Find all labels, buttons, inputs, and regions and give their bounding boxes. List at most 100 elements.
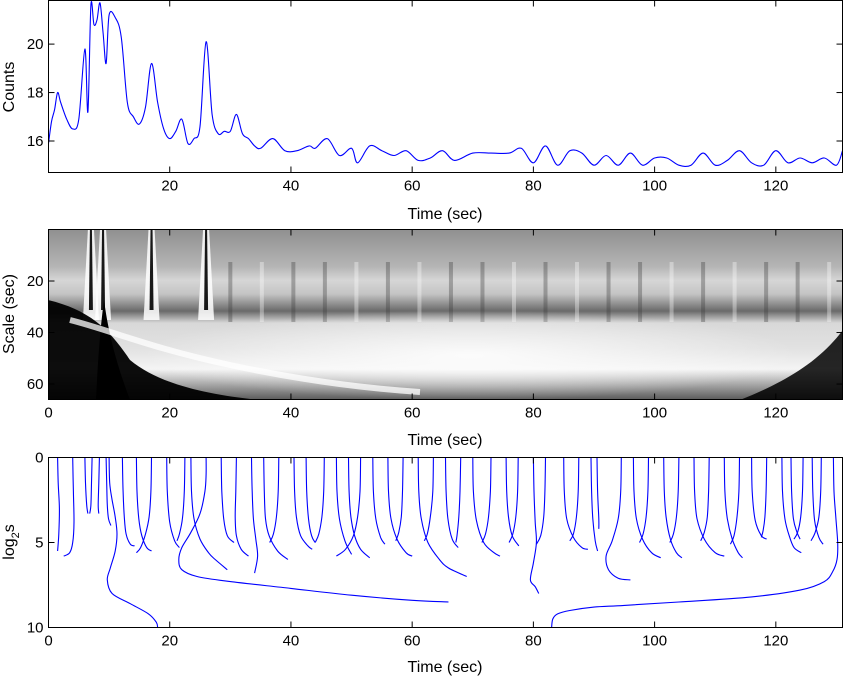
scalogram-image xyxy=(48,229,843,400)
scalogram-stripe xyxy=(669,262,674,322)
middle-x-tick-label: 0 xyxy=(44,405,52,422)
maxima-line xyxy=(336,457,362,557)
scalogram-stripe xyxy=(795,262,800,322)
maxima-line xyxy=(693,457,725,557)
maxima-line xyxy=(176,457,186,541)
maxima-line xyxy=(263,457,289,560)
maxima-line xyxy=(551,457,839,628)
bottom-x-tick-label: 100 xyxy=(642,633,667,650)
maxima-line xyxy=(423,457,434,542)
maxima-line xyxy=(293,457,313,550)
bottom-y-tick-label: 0 xyxy=(35,450,43,467)
maxima-line xyxy=(569,457,580,542)
top-x-axis-label: Time (sec) xyxy=(408,206,483,223)
maxima-line xyxy=(505,457,520,547)
scalogram-stripe xyxy=(827,262,832,322)
bottom-x-tick-label: 60 xyxy=(404,633,421,650)
maxima-line xyxy=(729,457,741,545)
maxima-line xyxy=(387,457,413,557)
scalogram-stripe xyxy=(701,262,706,322)
maxima-line xyxy=(190,457,228,571)
scalogram-peak-core xyxy=(149,229,154,310)
maxima-line xyxy=(166,457,180,548)
middle-panel: 0 20 40 60 80 100 120 20 40 60 Time (sec) Scale (… xyxy=(1,229,843,449)
maxima-lines xyxy=(57,457,839,628)
scalogram-stripe xyxy=(448,262,453,322)
bottom-x-axis-label: Time (sec) xyxy=(408,659,483,676)
scalogram-stripe xyxy=(417,262,422,322)
maxima-line xyxy=(89,457,93,514)
middle-x-tick-label: 100 xyxy=(642,405,667,422)
maxima-line xyxy=(596,457,600,529)
maxima-line xyxy=(481,457,492,543)
scalogram-bright-region xyxy=(140,310,800,400)
middle-x-tick-label: 80 xyxy=(525,405,542,422)
bottom-x-tick-label: 80 xyxy=(525,633,542,650)
maxima-line xyxy=(135,457,152,552)
middle-x-tick-label: 60 xyxy=(404,405,421,422)
maxima-line xyxy=(63,457,75,557)
maxima-line xyxy=(250,457,259,574)
maxima-line xyxy=(220,457,235,543)
maxima-line xyxy=(269,457,280,543)
maxima-line xyxy=(790,457,801,540)
bottom-x-tick-label: 120 xyxy=(763,633,788,650)
bottom-panel: 0 20 40 60 80 100 120 0 5 10 Time (sec) log2s xyxy=(1,450,843,676)
maxima-line xyxy=(663,457,683,559)
bottom-y-axis-label-suffix: s xyxy=(1,524,18,532)
maxima-line xyxy=(508,457,519,543)
bottom-y-tick-label: 10 xyxy=(27,620,44,637)
maxima-line xyxy=(751,457,768,540)
maxima-line xyxy=(97,457,100,514)
middle-x-tick-label: 20 xyxy=(161,405,178,422)
maxima-line xyxy=(781,457,802,554)
scalogram-stripe xyxy=(228,262,233,322)
maxima-line xyxy=(669,457,680,543)
top-panel: 20 40 60 80 100 120 16 18 20 Time (sec) Counts xyxy=(1,0,843,223)
maxima-line xyxy=(632,457,661,559)
maxima-line xyxy=(57,457,60,552)
maxima-line xyxy=(314,457,325,543)
maxima-line xyxy=(590,457,599,552)
scalogram-stripe xyxy=(322,262,327,322)
scalogram-stripe xyxy=(511,262,516,322)
scalogram-stripe xyxy=(480,262,485,322)
maxima-line xyxy=(638,457,650,543)
maxima-line xyxy=(455,457,462,543)
scalogram-stripe xyxy=(575,262,580,322)
counts-series-line xyxy=(48,1,843,167)
maxima-line xyxy=(106,457,159,628)
scalogram-stripe xyxy=(291,262,296,322)
top-axes-frame xyxy=(48,0,843,173)
maxima-line xyxy=(793,457,804,540)
top-x-tick-label: 100 xyxy=(642,178,667,195)
top-x-tick-label: 120 xyxy=(763,178,788,195)
maxima-line xyxy=(723,457,743,559)
maxima-line xyxy=(395,457,404,541)
maxima-line xyxy=(305,457,316,543)
middle-x-tick-label: 40 xyxy=(283,405,300,422)
scalogram-peak-core xyxy=(204,229,209,310)
maxima-line xyxy=(529,457,540,594)
bottom-ticks: 0 20 40 60 80 100 120 0 5 10 xyxy=(27,450,843,650)
middle-y-tick-label: 40 xyxy=(27,325,44,342)
top-y-tick-label: 16 xyxy=(27,133,44,150)
scalogram-stripes xyxy=(82,229,832,322)
maxima-line xyxy=(84,457,89,514)
bottom-x-tick-label: 40 xyxy=(283,633,300,650)
scalogram-stripe xyxy=(732,262,737,322)
maxima-line xyxy=(810,457,822,542)
middle-axes-frame xyxy=(48,229,843,400)
scalogram-stripe xyxy=(259,262,264,322)
top-x-tick-label: 60 xyxy=(404,178,421,195)
top-x-tick-label: 40 xyxy=(283,178,300,195)
maxima-line xyxy=(347,457,371,559)
maxima-line xyxy=(444,457,459,548)
middle-x-axis-label: Time (sec) xyxy=(408,432,483,449)
bottom-x-tick-label: 20 xyxy=(161,633,178,650)
bottom-y-axis-label: log2s xyxy=(1,524,22,559)
maxima-line xyxy=(121,457,135,547)
scalogram-peak-core xyxy=(88,229,93,310)
scalogram-stripe xyxy=(385,262,390,322)
